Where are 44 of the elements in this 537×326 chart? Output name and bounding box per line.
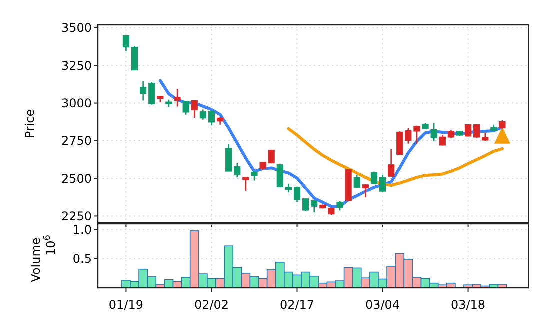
candlestick — [336, 200, 344, 212]
candlestick — [200, 109, 206, 121]
candlestick — [405, 127, 412, 144]
candlestick — [208, 110, 216, 126]
candlestick — [439, 134, 446, 146]
candlestick — [379, 174, 386, 193]
x-tick-label: 02/17 — [280, 298, 315, 312]
candlestick — [311, 200, 318, 214]
candlestick — [370, 171, 378, 185]
y-tick-label: 2250 — [61, 209, 92, 224]
x-tick-label: 01/19 — [108, 298, 144, 312]
candlestick — [174, 88, 181, 108]
candlestick — [131, 46, 138, 71]
candlestick — [226, 143, 232, 172]
candlestick — [294, 186, 301, 203]
candlestick — [474, 124, 480, 139]
x-tick-label: 02/02 — [194, 298, 230, 312]
candlestick — [182, 100, 190, 116]
x-tick-label: 03/18 — [450, 298, 486, 312]
candlestick — [362, 184, 369, 198]
y-tick-label: 3500 — [61, 21, 92, 36]
y-tick-label: 3250 — [61, 58, 92, 73]
y-tick-label: 3000 — [61, 96, 92, 110]
y-tick-label: 2500 — [61, 172, 92, 186]
candlestick — [414, 125, 420, 144]
candlestick — [430, 122, 438, 142]
y-tick-label: 1.0 — [72, 223, 92, 238]
candlestick — [148, 82, 156, 106]
candlestick — [302, 198, 310, 212]
candlestick — [354, 174, 360, 189]
candlestick — [234, 162, 241, 178]
y-axis-title: Price — [23, 109, 37, 139]
y-tick-label: 0.5 — [72, 252, 92, 266]
y-axis-title: Volume — [29, 238, 43, 282]
y-tick-label: 2750 — [61, 134, 92, 148]
candlestick — [388, 148, 395, 178]
x-tick-label: 03/04 — [365, 298, 400, 312]
candlestick — [242, 176, 250, 192]
candlestick — [140, 80, 147, 102]
candlestick — [276, 163, 284, 188]
candlestick — [396, 130, 404, 156]
candlestick — [122, 34, 130, 52]
candlestick — [191, 100, 198, 119]
candlestick — [251, 170, 258, 182]
